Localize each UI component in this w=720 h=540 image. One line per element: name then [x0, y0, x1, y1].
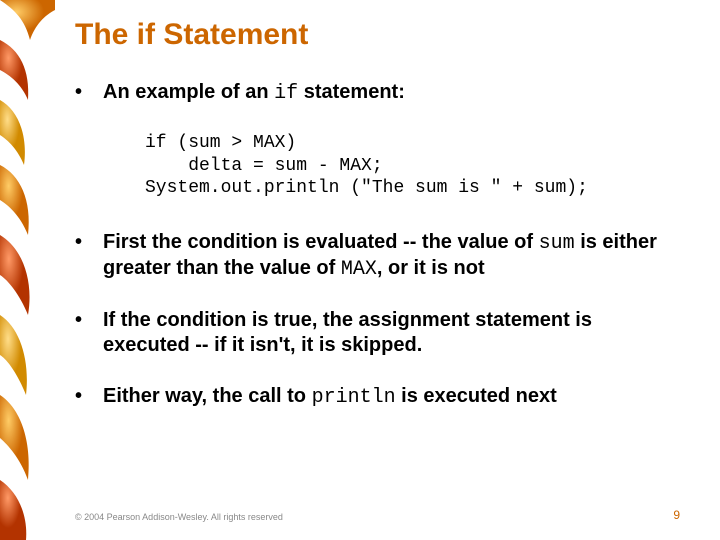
- bullet-mark: •: [75, 80, 103, 106]
- bullet-2-code1: sum: [539, 232, 575, 255]
- bullet-mark: •: [75, 308, 103, 358]
- bullet-3: • If the condition is true, the assignme…: [75, 308, 680, 358]
- copyright-text: © 2004 Pearson Addison-Wesley. All right…: [75, 512, 283, 522]
- footer: © 2004 Pearson Addison-Wesley. All right…: [75, 508, 680, 522]
- bullet-1-pre: An example of an: [103, 81, 274, 103]
- page-number: 9: [673, 508, 680, 522]
- bullet-1-text: An example of an if statement:: [103, 80, 405, 106]
- leaf-decoration: [0, 0, 55, 540]
- bullet-1-post: statement:: [298, 81, 405, 103]
- bullet-1: • An example of an if statement:: [75, 80, 680, 106]
- slide-content: The if Statement • An example of an if s…: [75, 18, 680, 500]
- bullet-3-text: If the condition is true, the assignment…: [103, 308, 680, 358]
- bullet-4: • Either way, the call to println is exe…: [75, 384, 680, 410]
- slide-title: The if Statement: [75, 18, 680, 52]
- bullet-2: • First the condition is evaluated -- th…: [75, 230, 680, 282]
- bullet-2-code2: MAX: [341, 258, 377, 281]
- bullet-1-code: if: [274, 82, 298, 105]
- bullet-4-text: Either way, the call to println is execu…: [103, 384, 557, 410]
- bullet-4-post: is executed next: [396, 385, 557, 407]
- bullet-2-text: First the condition is evaluated -- the …: [103, 230, 680, 282]
- code-block: if (sum > MAX) delta = sum - MAX; System…: [145, 132, 680, 200]
- bullet-4-code: println: [312, 386, 396, 409]
- bullet-mark: •: [75, 230, 103, 282]
- bullet-2-post: , or it is not: [377, 257, 485, 279]
- bullet-mark: •: [75, 384, 103, 410]
- bullet-2-pre: First the condition is evaluated -- the …: [103, 231, 539, 253]
- bullet-4-pre: Either way, the call to: [103, 385, 312, 407]
